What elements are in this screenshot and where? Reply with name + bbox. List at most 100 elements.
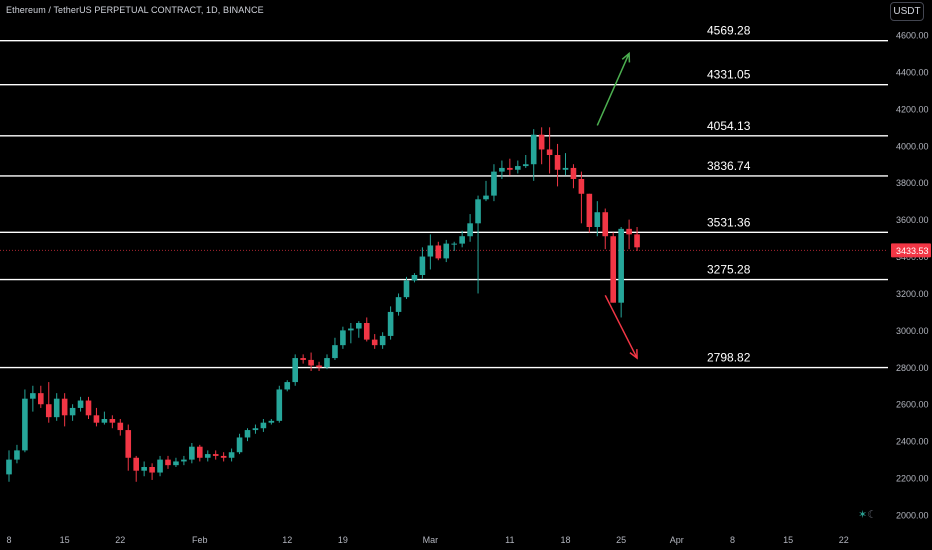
candle-body [228,452,235,458]
candle-body [45,404,52,418]
level-label: 2798.82 [707,351,751,365]
candle-body [149,467,155,473]
candle-body [546,149,553,155]
y-tick-label: 3000.00 [896,326,929,336]
candle-body [363,323,370,340]
candle-body [204,454,211,458]
candle-body [403,280,410,298]
candle-body [475,199,481,224]
candle-body [507,167,513,170]
candle-body [53,398,60,418]
candle-body [356,323,362,329]
candle-body [77,400,84,408]
chart-title: Ethereum / TetherUS PERPETUAL CONTRACT, … [6,5,264,15]
currency-button[interactable]: USDT [890,2,924,21]
level-label: 3531.36 [707,215,751,229]
level-lines: 4569.28 4331.05 4054.13 3836.74 3531.36 3275.… [0,24,888,369]
x-axis-background [0,528,932,550]
candle-body [157,459,163,473]
candle-body [236,437,243,453]
x-tick-label: 22 [839,535,849,545]
candle-body [419,256,426,275]
x-tick-label: 8 [730,535,735,545]
level-label: 4331.05 [707,68,751,82]
x-tick-label: Mar [423,535,439,545]
y-tick-label: 4000.00 [896,141,929,151]
candle-body [69,407,76,416]
y-tick-label: 4200.00 [896,104,929,114]
x-tick-label: 8 [6,535,11,545]
candle-body [101,419,108,423]
x-tick-label: 11 [505,535,514,545]
y-tick-label: 3200.00 [896,289,929,299]
candle-body [435,245,442,259]
y-tick-label: 4600.00 [896,31,929,41]
candle-body [117,422,124,431]
candle-body [284,382,291,390]
candle-body [22,398,28,451]
candle-body [268,420,275,423]
candle-body [451,243,457,245]
candle-body [6,459,12,475]
candle-body [427,245,434,257]
y-tick-label: 3800.00 [896,178,929,188]
y-tick-label: 4400.00 [896,67,929,77]
x-tick-label: 18 [560,535,570,545]
x-tick-label: 19 [338,535,348,545]
x-tick-label: 15 [783,535,793,545]
candle-body [252,428,259,431]
candle-body [578,179,585,194]
candle-body [602,212,609,237]
current-price-tag [891,243,931,258]
arrow-down-icon [604,294,638,359]
arrow-head [621,51,631,63]
y-tick-label: 2800.00 [896,363,929,373]
x-tick-label: 25 [616,535,626,545]
candle-body [38,393,44,405]
level-label: 3275.28 [707,263,751,277]
x-tick-label: 22 [115,535,125,545]
arrow-head [629,349,638,360]
candle-body [554,155,561,170]
x-tick-label: Apr [670,535,684,545]
candle-body [244,430,251,438]
candle-body [538,134,545,150]
candle-body [292,358,298,383]
candle-body [491,171,497,196]
current-price-label: 3433.53 [896,246,929,256]
y-axis-background [888,0,932,550]
candle-body [530,134,537,165]
y-tick-label: 2000.00 [896,511,929,521]
candle-body [483,195,489,200]
candle-body [212,454,219,456]
candle-body [300,358,306,360]
candle-body [522,164,529,167]
level-label: 4054.13 [707,119,751,133]
candle-body [340,330,346,346]
x-tick-label: 15 [60,535,70,545]
candle-body [610,236,616,303]
candle-body [14,450,20,460]
candles [6,127,640,482]
candle-body [618,228,624,303]
y-tick-label: 2400.00 [896,437,929,447]
candle-body [348,328,354,331]
candle-body [332,345,338,359]
candle-body [260,422,267,429]
candle-body [316,365,322,368]
candle-body [276,389,283,421]
candle-body [459,236,465,244]
candle-body [570,167,577,179]
candle-body [173,461,179,466]
candle-body [379,335,386,346]
candle-body [387,311,394,336]
candle-body [133,457,139,471]
candle-body [515,166,521,170]
candle-body [395,297,402,312]
candle-body [141,467,147,471]
candle-body [443,243,450,259]
candle-body [181,459,187,462]
level-label: 4569.28 [707,24,751,38]
